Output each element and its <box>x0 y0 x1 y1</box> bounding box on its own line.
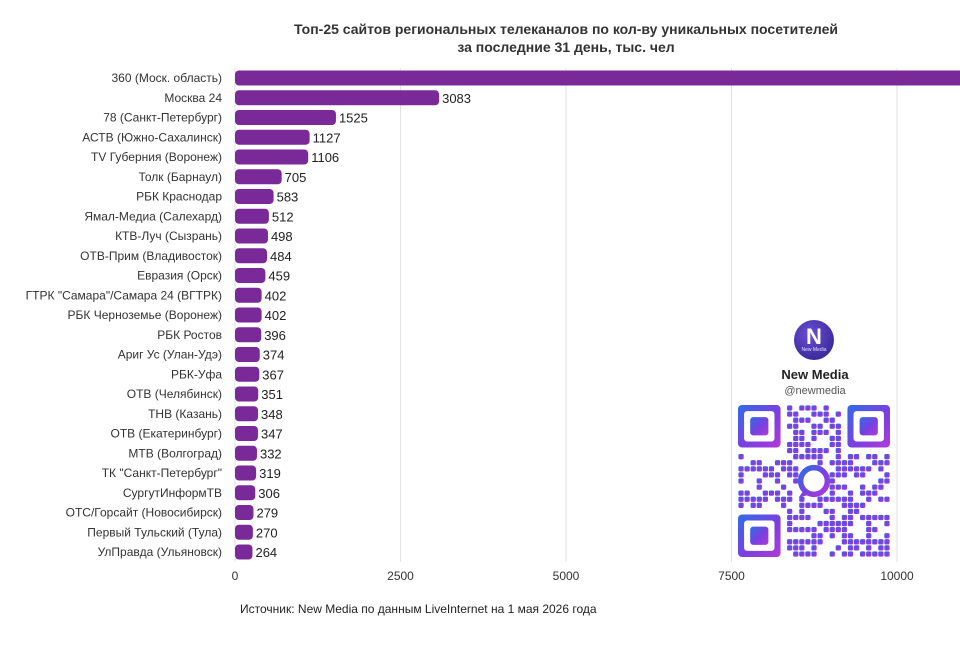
category-label: Толк (Барнаул) <box>138 170 222 184</box>
value-label: 332 <box>260 446 282 461</box>
bar <box>235 544 253 560</box>
value-label: 396 <box>264 328 286 343</box>
category-label: ОТВ (Челябинск) <box>127 387 222 401</box>
bar <box>235 149 309 165</box>
bar <box>235 169 282 185</box>
bar <box>235 228 268 244</box>
bar <box>235 208 269 224</box>
x-tick-label: 0 <box>232 569 239 583</box>
chart-title-line2: за последние 31 день, тыс. чел <box>457 39 675 55</box>
value-label: 459 <box>268 269 290 284</box>
category-label: РБК-Уфа <box>171 367 222 381</box>
source-note: Источник: New Media по данным LiveIntern… <box>240 602 597 616</box>
value-label: 705 <box>285 170 307 185</box>
value-label: 498 <box>271 229 293 244</box>
brand-handle: @newmedia <box>784 385 846 397</box>
category-label: АСТВ (Южно-Сахалинск) <box>82 130 222 144</box>
category-label: ГТРК "Самара"/Самара 24 (ВГТРК) <box>26 288 222 302</box>
bar <box>235 307 262 323</box>
value-label: 347 <box>261 427 283 442</box>
bar <box>235 445 257 461</box>
value-label: 484 <box>270 249 292 264</box>
value-label: 367 <box>262 367 284 382</box>
new-media-logo: N New Media <box>794 320 834 360</box>
category-label: ОТВ-Прим (Владивосток) <box>80 249 222 263</box>
value-label: 1106 <box>311 150 339 165</box>
value-label: 583 <box>277 190 299 205</box>
bar <box>235 524 253 540</box>
x-tick-label: 7500 <box>718 569 745 583</box>
value-label: 348 <box>261 407 283 422</box>
category-label: Москва 24 <box>164 91 222 105</box>
brand-name: New Media <box>781 367 849 382</box>
value-label: 1525 <box>339 111 368 126</box>
category-label: Первый Тульский (Тула) <box>87 525 222 539</box>
bar <box>235 90 440 106</box>
bar <box>235 327 262 343</box>
chart-title: Топ-25 сайтов региональных телеканалов п… <box>0 20 960 56</box>
category-label: Ямал-Медиа (Салехард) <box>84 209 222 223</box>
bar <box>235 268 266 283</box>
category-label: РБК Черноземье (Воронеж) <box>68 308 222 322</box>
value-label: 402 <box>265 308 287 323</box>
bar <box>235 366 260 382</box>
value-label: 270 <box>256 525 278 540</box>
value-label: 3083 <box>442 91 471 106</box>
value-label: 351 <box>261 387 283 402</box>
bar <box>235 248 268 264</box>
value-label: 306 <box>258 486 280 501</box>
bar <box>235 287 262 303</box>
bar <box>235 406 259 422</box>
bar <box>235 347 260 362</box>
chart-title-line1: Топ-25 сайтов региональных телеканалов п… <box>293 21 839 37</box>
category-label: TV Губерния (Воронеж) <box>91 150 222 164</box>
category-label: СургутИнформТВ <box>123 486 222 500</box>
x-tick-label: 2500 <box>387 569 414 583</box>
bar <box>235 110 336 125</box>
category-label: РБК Ростов <box>157 328 222 342</box>
category-label: КТВ-Луч (Сызрань) <box>115 229 222 243</box>
bar <box>235 426 258 441</box>
category-label: МТВ (Волгоград) <box>128 446 222 460</box>
bar <box>235 485 256 501</box>
value-label: 512 <box>272 209 294 224</box>
x-tick-label: 10000 <box>880 569 914 583</box>
value-label: 264 <box>255 545 277 560</box>
category-label: 78 (Санкт-Петербург) <box>103 111 222 125</box>
category-label: ОТС/Горсайт (Новосибирск) <box>66 506 222 520</box>
category-label: ТК "Санкт-Петербург" <box>102 466 222 480</box>
bar <box>235 465 257 481</box>
category-label: ОТВ (Екатеринбург) <box>111 427 223 441</box>
category-label: УлПравда (Ульяновск) <box>98 545 222 559</box>
bar <box>235 129 310 145</box>
value-label: 402 <box>265 288 287 303</box>
x-tick-label: 5000 <box>553 569 580 583</box>
qr-code-icon <box>738 405 890 557</box>
category-label: Евразия (Орск) <box>137 269 222 283</box>
category-label: ТНВ (Казань) <box>148 407 222 421</box>
category-label: РБК Краснодар <box>136 190 222 204</box>
bar <box>235 505 254 520</box>
bar <box>235 189 274 204</box>
logo-letter: N <box>806 324 822 349</box>
bar <box>235 70 960 86</box>
value-label: 279 <box>256 506 278 521</box>
value-label: 374 <box>263 348 285 363</box>
value-label: 1127 <box>313 130 341 145</box>
category-label: Ариг Ус (Улан-Удэ) <box>118 348 222 362</box>
category-label: 360 (Моск. область) <box>111 71 222 85</box>
value-label: 319 <box>259 466 281 481</box>
logo-caption: New Media <box>801 347 827 353</box>
bar <box>235 386 259 402</box>
